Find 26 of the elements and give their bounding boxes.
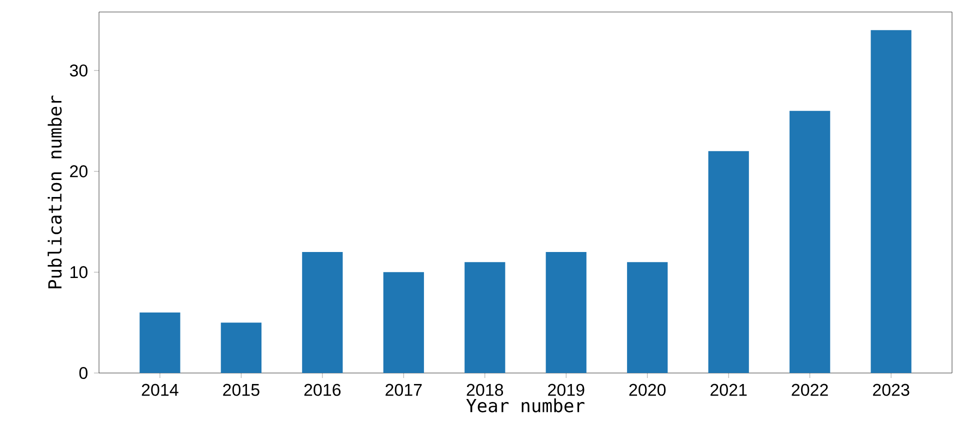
x-axis-title: Year number xyxy=(466,398,584,412)
bar xyxy=(708,151,749,373)
bar xyxy=(383,272,424,373)
bar xyxy=(220,322,262,373)
bar xyxy=(546,252,586,373)
x-tick-label: 2021 xyxy=(710,384,747,396)
x-tick-label: 2014 xyxy=(142,384,178,396)
bar xyxy=(790,110,830,373)
x-tick-label: 2017 xyxy=(386,384,422,396)
x-tick-label: 2020 xyxy=(629,384,666,396)
x-tick-label: 2022 xyxy=(792,384,828,396)
bar xyxy=(870,30,912,373)
bar xyxy=(627,262,668,373)
y-tick-label: 10 xyxy=(70,266,88,278)
x-tick-label: 2016 xyxy=(304,384,341,396)
x-tick-label: 2019 xyxy=(548,384,584,396)
x-tick-label: 2015 xyxy=(223,384,260,396)
y-axis-title: Publication number xyxy=(48,96,62,288)
bar xyxy=(140,312,180,373)
bar xyxy=(464,262,506,373)
x-tick-label: 2018 xyxy=(466,384,504,396)
bar xyxy=(302,252,343,373)
x-tick-label: 2023 xyxy=(873,384,910,396)
y-tick-label: 20 xyxy=(70,165,88,178)
y-tick-label: 30 xyxy=(70,64,88,77)
y-tick-label: 0 xyxy=(79,366,88,380)
